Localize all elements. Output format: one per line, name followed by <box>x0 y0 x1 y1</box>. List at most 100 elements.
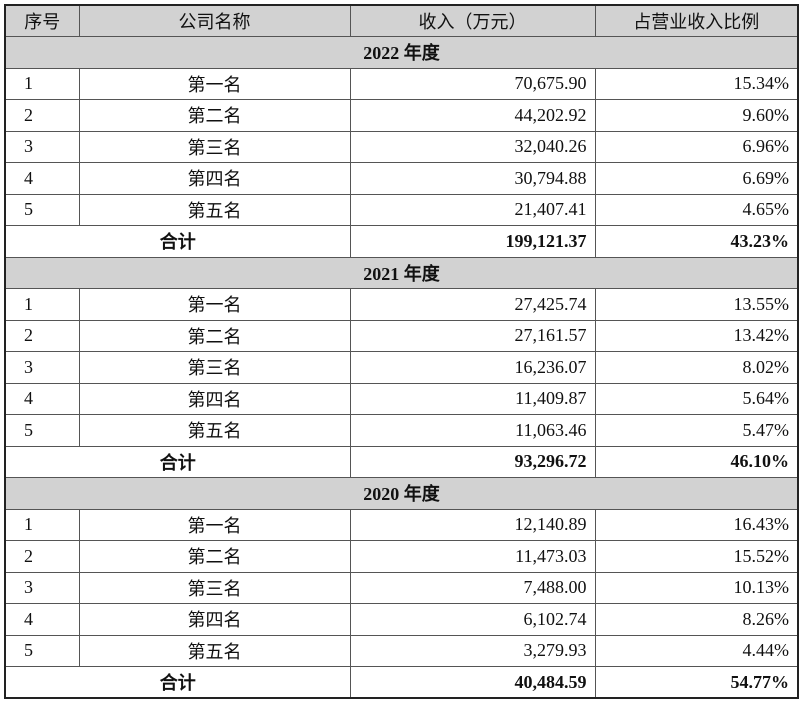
total-revenue: 93,296.72 <box>349 445 596 478</box>
revenue-value: 30,794.88 <box>349 162 596 195</box>
section-title: 2021 年度 <box>4 256 799 289</box>
total-label: 合计 <box>4 666 351 699</box>
revenue-value: 16,236.07 <box>349 351 596 384</box>
total-ratio: 46.10% <box>594 445 799 478</box>
revenue-ratio: 6.69% <box>594 162 799 195</box>
header-company: 公司名称 <box>78 4 351 37</box>
table-row: 1 第一名 12,140.89 16.43% <box>4 508 799 541</box>
revenue-value: 3,279.93 <box>349 634 596 667</box>
table-body: 2022 年度 1 第一名 70,675.90 15.34% 2 第二名 44,202.92 9… <box>4 36 799 699</box>
revenue-ratio: 4.65% <box>594 193 799 226</box>
total-ratio: 54.77% <box>594 666 799 699</box>
company-name: 第三名 <box>78 351 351 384</box>
rank-number: 4 <box>4 603 80 636</box>
table-row: 2 第二名 27,161.57 13.42% <box>4 319 799 352</box>
company-name: 第五名 <box>78 193 351 226</box>
table-row: 3 第三名 32,040.26 6.96% <box>4 130 799 163</box>
total-revenue: 40,484.59 <box>349 666 596 699</box>
total-label: 合计 <box>4 225 351 258</box>
rank-number: 5 <box>4 193 80 226</box>
revenue-value: 11,063.46 <box>349 414 596 447</box>
company-name: 第一名 <box>78 508 351 541</box>
rank-number: 3 <box>4 130 80 163</box>
rank-number: 1 <box>4 288 80 321</box>
revenue-ratio: 15.52% <box>594 540 799 573</box>
total-revenue: 199,121.37 <box>349 225 596 258</box>
company-name: 第五名 <box>78 634 351 667</box>
revenue-value: 7,488.00 <box>349 571 596 604</box>
rank-number: 4 <box>4 162 80 195</box>
table-row: 1 第一名 70,675.90 15.34% <box>4 67 799 100</box>
header-no: 序号 <box>4 4 80 37</box>
total-label: 合计 <box>4 445 351 478</box>
revenue-ratio: 10.13% <box>594 571 799 604</box>
revenue-ratio: 4.44% <box>594 634 799 667</box>
revenue-ratio: 5.64% <box>594 382 799 415</box>
revenue-value: 27,425.74 <box>349 288 596 321</box>
rank-number: 2 <box>4 319 80 352</box>
company-name: 第四名 <box>78 162 351 195</box>
total-row: 合计 199,121.37 43.23% <box>4 225 799 258</box>
revenue-ratio: 5.47% <box>594 414 799 447</box>
rank-number: 1 <box>4 67 80 100</box>
company-name: 第一名 <box>78 67 351 100</box>
table-row: 4 第四名 6,102.74 8.26% <box>4 603 799 636</box>
table-row: 2 第二名 11,473.03 15.52% <box>4 540 799 573</box>
total-row: 合计 40,484.59 54.77% <box>4 666 799 699</box>
table-row: 3 第三名 7,488.00 10.13% <box>4 571 799 604</box>
revenue-value: 27,161.57 <box>349 319 596 352</box>
table-row: 5 第五名 21,407.41 4.65% <box>4 193 799 226</box>
table-row: 1 第一名 27,425.74 13.55% <box>4 288 799 321</box>
total-ratio: 43.23% <box>594 225 799 258</box>
header-row: 序号 公司名称 收入（万元） 占营业收入比例 <box>4 4 799 37</box>
section-title: 2020 年度 <box>4 477 799 510</box>
company-name: 第二名 <box>78 99 351 132</box>
header-revenue: 收入（万元） <box>349 4 596 37</box>
revenue-ratio: 15.34% <box>594 67 799 100</box>
section-header-row: 2020 年度 <box>4 477 799 510</box>
table-row: 5 第五名 3,279.93 4.44% <box>4 634 799 667</box>
revenue-value: 44,202.92 <box>349 99 596 132</box>
rank-number: 3 <box>4 571 80 604</box>
header-ratio: 占营业收入比例 <box>594 4 799 37</box>
revenue-value: 11,473.03 <box>349 540 596 573</box>
table-row: 4 第四名 11,409.87 5.64% <box>4 382 799 415</box>
table-row: 4 第四名 30,794.88 6.69% <box>4 162 799 195</box>
rank-number: 2 <box>4 99 80 132</box>
company-name: 第四名 <box>78 603 351 636</box>
section-header-row: 2022 年度 <box>4 36 799 69</box>
revenue-value: 70,675.90 <box>349 67 596 100</box>
rank-number: 5 <box>4 414 80 447</box>
section-title: 2022 年度 <box>4 36 799 69</box>
company-name: 第二名 <box>78 540 351 573</box>
total-row: 合计 93,296.72 46.10% <box>4 445 799 478</box>
company-name: 第三名 <box>78 571 351 604</box>
company-name: 第五名 <box>78 414 351 447</box>
table-row: 3 第三名 16,236.07 8.02% <box>4 351 799 384</box>
revenue-ratio: 13.42% <box>594 319 799 352</box>
revenue-value: 12,140.89 <box>349 508 596 541</box>
customer-revenue-table: 序号 公司名称 收入（万元） 占营业收入比例 2022 年度 1 第一名 70,675… <box>4 4 799 699</box>
revenue-ratio: 6.96% <box>594 130 799 163</box>
company-name: 第二名 <box>78 319 351 352</box>
revenue-ratio: 13.55% <box>594 288 799 321</box>
rank-number: 5 <box>4 634 80 667</box>
rank-number: 2 <box>4 540 80 573</box>
revenue-ratio: 16.43% <box>594 508 799 541</box>
rank-number: 4 <box>4 382 80 415</box>
revenue-ratio: 9.60% <box>594 99 799 132</box>
company-name: 第四名 <box>78 382 351 415</box>
revenue-value: 11,409.87 <box>349 382 596 415</box>
table-row: 5 第五名 11,063.46 5.47% <box>4 414 799 447</box>
table-row: 2 第二名 44,202.92 9.60% <box>4 99 799 132</box>
revenue-value: 32,040.26 <box>349 130 596 163</box>
revenue-value: 21,407.41 <box>349 193 596 226</box>
revenue-ratio: 8.02% <box>594 351 799 384</box>
company-name: 第一名 <box>78 288 351 321</box>
company-name: 第三名 <box>78 130 351 163</box>
section-header-row: 2021 年度 <box>4 256 799 289</box>
rank-number: 3 <box>4 351 80 384</box>
rank-number: 1 <box>4 508 80 541</box>
revenue-value: 6,102.74 <box>349 603 596 636</box>
revenue-ratio: 8.26% <box>594 603 799 636</box>
